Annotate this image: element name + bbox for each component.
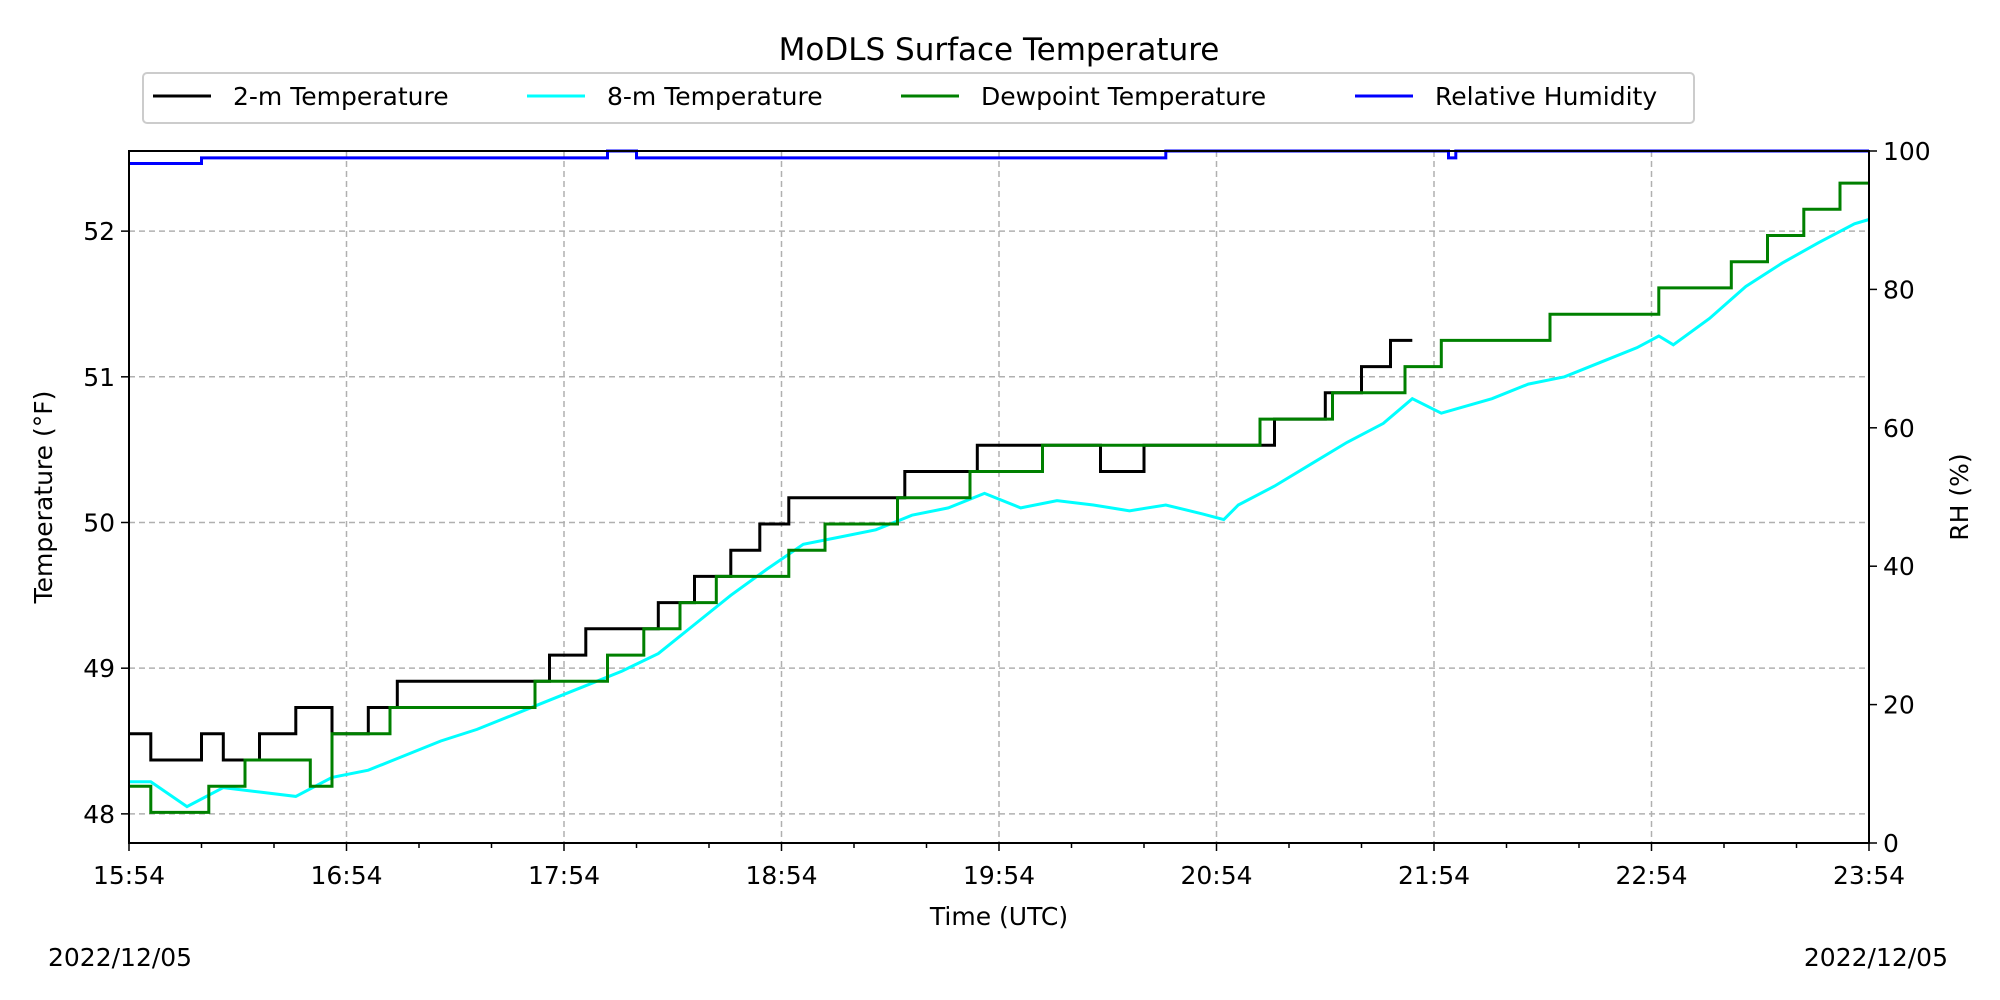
y2-axis-label: RH (%) bbox=[1945, 453, 1974, 540]
y2-tick-label-1: 20 bbox=[1883, 691, 1915, 720]
y2-tick-label-4: 80 bbox=[1883, 275, 1915, 304]
y2-tick-label-3: 60 bbox=[1883, 414, 1915, 443]
legend-label-8m: 8-m Temperature bbox=[607, 82, 823, 111]
x-axis-label: Time (UTC) bbox=[929, 902, 1068, 931]
line-dewpoint-temperature bbox=[129, 181, 1869, 814]
date-right: 2022/12/05 bbox=[1803, 943, 1948, 972]
x-tick-label-3: 18:54 bbox=[745, 861, 817, 890]
y-axis-ticks: 48 49 50 51 52 bbox=[83, 217, 129, 829]
y-tick-label-4: 52 bbox=[83, 217, 115, 246]
x-tick-label-2: 17:54 bbox=[528, 861, 600, 890]
line-relative-humidity bbox=[129, 149, 1869, 165]
y-tick-label-2: 50 bbox=[83, 508, 115, 537]
line-8m-temperature bbox=[129, 218, 1870, 809]
y2-tick-label-5: 100 bbox=[1883, 137, 1931, 166]
y-tick-label-0: 48 bbox=[83, 800, 115, 829]
y-tick-label-1: 49 bbox=[83, 654, 115, 683]
y-tick-label-3: 51 bbox=[83, 363, 115, 392]
y2-axis-ticks: 0 20 40 60 80 100 bbox=[1869, 137, 1931, 858]
line-2m-temperature bbox=[129, 338, 1413, 762]
legend: 2-m Temperature 8-m Temperature Dewpoint… bbox=[142, 72, 1695, 124]
legend-box bbox=[142, 72, 1695, 124]
x-tick-label-5: 20:54 bbox=[1180, 861, 1252, 890]
x-axis-ticks: 15:54 16:54 17:54 18:54 19:54 20:54 21:54 22:54… bbox=[93, 843, 1905, 890]
date-left: 2022/12/05 bbox=[48, 943, 193, 972]
legend-label-2m: 2-m Temperature bbox=[233, 82, 449, 111]
y2-tick-label-0: 0 bbox=[1883, 829, 1899, 858]
y2-tick-label-2: 40 bbox=[1883, 552, 1915, 581]
legend-label-dewpoint: Dewpoint Temperature bbox=[981, 82, 1266, 111]
x-tick-label-6: 21:54 bbox=[1398, 861, 1470, 890]
x-tick-label-8: 23:54 bbox=[1833, 861, 1905, 890]
chart-title: MoDLS Surface Temperature bbox=[779, 32, 1220, 68]
legend-label-rh: Relative Humidity bbox=[1435, 82, 1657, 111]
series-layer bbox=[129, 149, 1870, 814]
y-axis-label: Temperature (°F) bbox=[29, 391, 58, 605]
x-tick-label-0: 15:54 bbox=[93, 861, 165, 890]
grid bbox=[128, 151, 1870, 843]
x-tick-label-1: 16:54 bbox=[310, 861, 382, 890]
x-tick-label-4: 19:54 bbox=[963, 861, 1035, 890]
x-tick-label-7: 22:54 bbox=[1615, 861, 1687, 890]
